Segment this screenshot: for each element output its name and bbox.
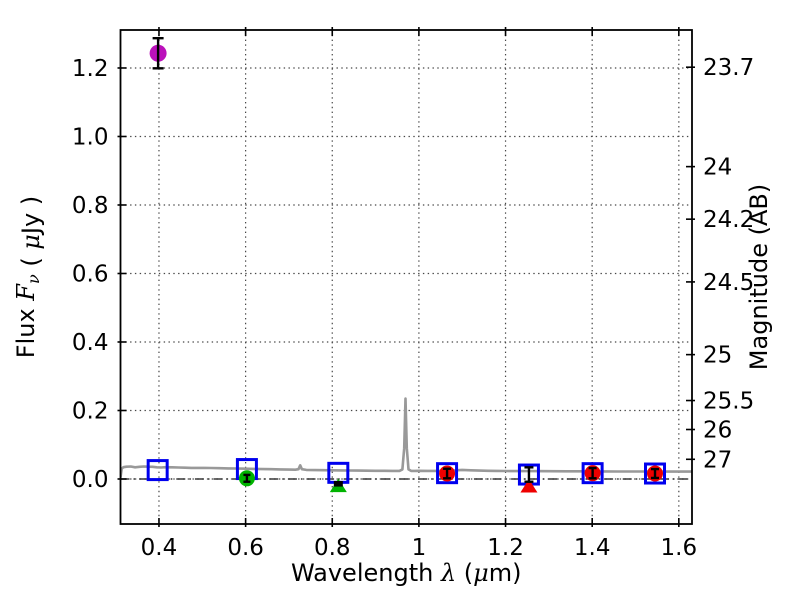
x-tick-label: 0.8 xyxy=(314,535,351,561)
upper-limit-bar xyxy=(333,480,343,487)
y-tick-label-flux: 0.8 xyxy=(72,193,109,219)
x-tick-label: 1 xyxy=(412,535,427,561)
upper-limit-triangle xyxy=(520,479,538,493)
plot-frame xyxy=(119,29,693,525)
model-photometry-square xyxy=(436,462,459,485)
x-tick-label: 0.4 xyxy=(141,535,178,561)
y-tick-label-magnitude: 25 xyxy=(703,343,732,369)
y-tick-label-flux: 0.0 xyxy=(72,467,109,493)
y-tick-label-flux: 0.2 xyxy=(72,398,109,424)
model-photometry-square xyxy=(146,459,169,482)
x-tick-label: 1.4 xyxy=(574,535,611,561)
y-axis-label-flux: Flux Fν ( μJy ) xyxy=(12,196,45,358)
x-axis-label: Wavelength λ (μm) xyxy=(291,559,522,587)
y-tick-label-flux: 0.4 xyxy=(72,330,109,356)
y-tick-label-flux: 1.0 xyxy=(72,124,109,150)
y-tick-label-magnitude: 25.5 xyxy=(703,389,754,415)
y-tick-label-magnitude: 24.2 xyxy=(703,207,754,233)
y-tick-label-flux: 0.6 xyxy=(72,261,109,287)
x-tick-label: 0.6 xyxy=(227,535,264,561)
x-tick-label: 1.2 xyxy=(487,535,524,561)
y-tick-label-magnitude: 24.5 xyxy=(703,270,754,296)
y-tick-label-magnitude: 27 xyxy=(703,447,732,473)
y-tick-label-magnitude: 24 xyxy=(703,155,732,181)
model-photometry-square xyxy=(581,462,604,485)
y-tick-label-magnitude: 26 xyxy=(703,418,732,444)
y-axis-label-magnitude: Magnitude (AB) xyxy=(745,184,773,370)
y-tick-label-magnitude: 23.7 xyxy=(703,55,754,81)
y-tick-label-flux: 1.2 xyxy=(72,56,109,82)
model-photometry-square xyxy=(644,462,667,485)
x-tick-label: 1.6 xyxy=(661,535,698,561)
